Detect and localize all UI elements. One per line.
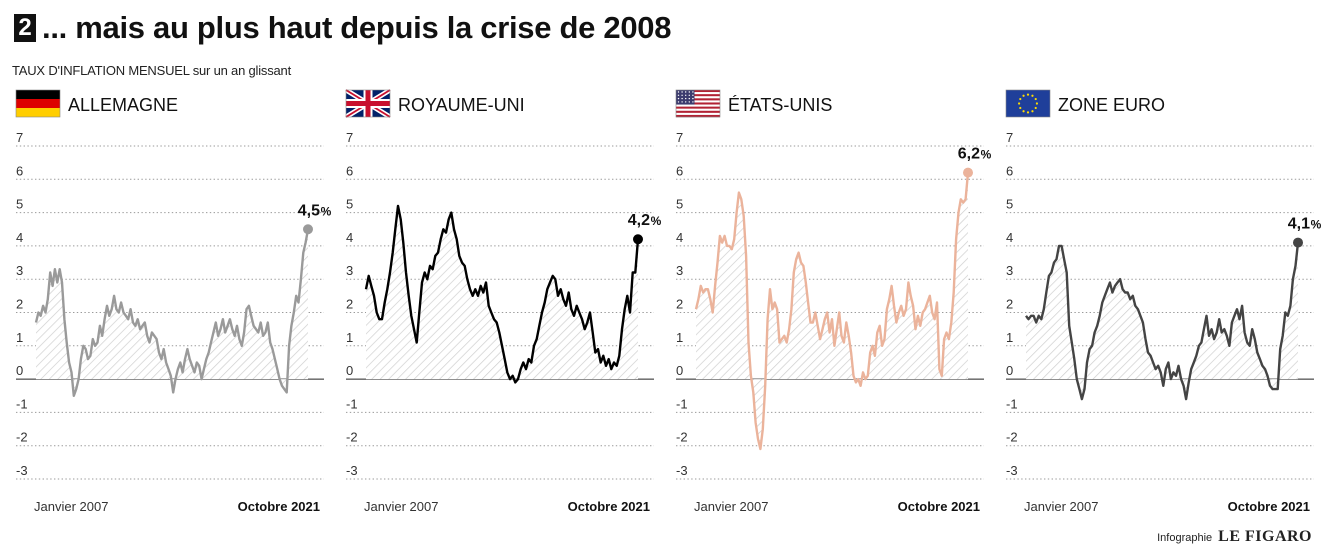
y-tick-label: 6 <box>676 163 683 178</box>
y-tick-label: 3 <box>346 263 353 278</box>
series-line <box>694 172 970 451</box>
uk-flag-icon <box>344 87 392 120</box>
series-area <box>696 172 968 449</box>
y-tick-label: 3 <box>676 263 683 278</box>
y-tick-label: 2 <box>16 297 23 312</box>
chart-panel-2: ROYAUME-UNI 7 6 5 4 3 2 1 0 -1 -2 -3 4,2 % Janvier 200… <box>344 87 662 514</box>
x-end-label: Octobre 2021 <box>238 499 320 514</box>
end-point-marker <box>303 224 313 235</box>
x-start-label: Janvier 2007 <box>1024 499 1098 514</box>
y-tick-label: 1 <box>1006 330 1013 345</box>
series-area <box>366 205 638 383</box>
x-start-label: Janvier 2007 <box>364 499 438 514</box>
charts-area: ALLEMAGNE 7 6 5 4 3 2 1 0 -1 -2 -3 4,5 % Janvier 2007 O… <box>15 87 1322 514</box>
y-tick-label: -3 <box>346 463 358 478</box>
y-tick-label: 5 <box>1006 197 1013 212</box>
y-tick-label: 5 <box>16 197 23 212</box>
series-area <box>1026 242 1298 400</box>
y-tick-label: 2 <box>676 297 683 312</box>
end-value-label: 6,2 <box>958 146 980 163</box>
panel-title: ÉTATS-UNIS <box>728 95 832 115</box>
y-tick-label: 3 <box>16 263 23 278</box>
us-flag-icon <box>675 89 721 118</box>
x-end-label: Octobre 2021 <box>1228 499 1310 514</box>
credit-line: Infographie LE FIGARO <box>1157 528 1312 546</box>
y-tick-label: 2 <box>346 297 353 312</box>
end-value-unit: % <box>981 148 992 162</box>
y-tick-label: 6 <box>1006 163 1013 178</box>
series-line <box>1025 242 1300 401</box>
y-tick-label: 6 <box>346 163 353 178</box>
y-tick-label: 5 <box>676 197 683 212</box>
series-line <box>364 204 640 384</box>
end-value-unit: % <box>321 204 332 218</box>
x-end-label: Octobre 2021 <box>898 499 980 514</box>
y-tick-label: -1 <box>16 396 28 411</box>
chart-subtitle: TAUX D'INFLATION MENSUEL sur un an gliss… <box>12 63 291 78</box>
y-tick-label: -1 <box>676 396 688 411</box>
y-tick-label: -2 <box>1006 430 1018 445</box>
y-tick-label: 7 <box>676 130 683 145</box>
series-line <box>34 229 310 397</box>
y-tick-label: 1 <box>346 330 353 345</box>
page-title: ... mais au plus haut depuis la crise de… <box>42 10 672 45</box>
eu-flag-icon <box>1005 89 1051 118</box>
y-tick-label: -1 <box>1006 396 1018 411</box>
y-tick-label: -1 <box>346 396 358 411</box>
y-tick-label: 6 <box>16 163 23 178</box>
y-tick-label: 0 <box>346 363 353 378</box>
panel-title: ROYAUME-UNI <box>398 95 525 115</box>
germany-flag-icon <box>15 89 61 118</box>
end-value-label: 4,2 <box>628 212 650 229</box>
y-tick-label: -3 <box>676 463 688 478</box>
y-tick-label: 4 <box>346 230 353 245</box>
y-tick-label: -2 <box>16 430 28 445</box>
y-tick-label: -3 <box>1006 463 1018 478</box>
y-tick-label: 0 <box>676 363 683 378</box>
end-point-marker <box>963 167 973 178</box>
end-point-marker <box>633 234 643 245</box>
y-tick-label: 1 <box>676 330 683 345</box>
y-tick-label: 7 <box>16 130 23 145</box>
y-tick-label: 1 <box>16 330 23 345</box>
end-point-marker <box>1293 237 1303 248</box>
chart-header: 2 ... mais au plus haut depuis la crise … <box>14 10 671 46</box>
y-tick-label: 4 <box>676 230 683 245</box>
end-value-label: 4,5 <box>298 202 320 219</box>
y-tick-label: 4 <box>1006 230 1013 245</box>
y-tick-label: 0 <box>16 363 23 378</box>
end-value-unit: % <box>1311 218 1322 232</box>
y-tick-label: 7 <box>346 130 353 145</box>
x-start-label: Janvier 2007 <box>34 499 108 514</box>
y-tick-label: 4 <box>16 230 23 245</box>
panel-title: ZONE EURO <box>1058 95 1165 115</box>
y-tick-label: 0 <box>1006 363 1013 378</box>
chart-panel-1: ALLEMAGNE 7 6 5 4 3 2 1 0 -1 -2 -3 4,5 % Janvier 2007 O… <box>15 89 332 514</box>
brand-logo: LE FIGARO <box>1218 528 1312 545</box>
credit-label: Infographie <box>1157 532 1213 544</box>
y-tick-label: 3 <box>1006 263 1013 278</box>
y-tick-label: -2 <box>676 430 688 445</box>
y-tick-label: -3 <box>16 463 28 478</box>
end-value-unit: % <box>651 214 662 228</box>
x-end-label: Octobre 2021 <box>568 499 650 514</box>
figure-number-badge: 2 <box>14 14 36 42</box>
chart-panel-4: ZONE EURO 7 6 5 4 3 2 1 0 -1 -2 -3 4,1 % Janvier 2007 O… <box>1005 89 1322 514</box>
end-value-label: 4,1 <box>1288 216 1310 233</box>
panel-title: ALLEMAGNE <box>68 95 178 115</box>
y-tick-label: 7 <box>1006 130 1013 145</box>
y-tick-label: 2 <box>1006 297 1013 312</box>
x-start-label: Janvier 2007 <box>694 499 768 514</box>
y-tick-label: 5 <box>346 197 353 212</box>
y-tick-label: -2 <box>346 430 358 445</box>
chart-panel-3: ÉTATS-UNIS 7 6 5 4 3 2 1 0 -1 -2 -3 6,2 % Janvier 2007… <box>675 89 992 514</box>
series-area <box>36 229 308 396</box>
